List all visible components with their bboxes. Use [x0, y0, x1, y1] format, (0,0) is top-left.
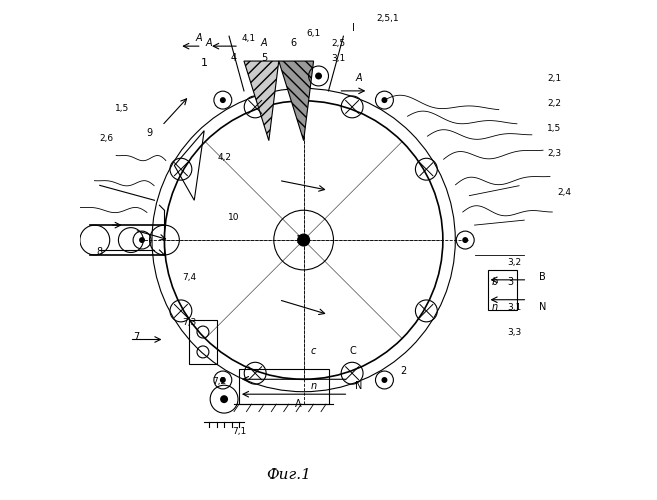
- Text: 2: 2: [400, 366, 406, 376]
- Text: 4: 4: [231, 53, 237, 63]
- Text: 1,5: 1,5: [547, 124, 562, 132]
- Text: b: b: [491, 277, 497, 287]
- Text: C: C: [350, 346, 357, 356]
- Text: 6,1: 6,1: [306, 29, 321, 38]
- Bar: [487, 270, 518, 310]
- Circle shape: [298, 234, 309, 246]
- Text: A: A: [261, 38, 267, 48]
- Text: c: c: [311, 346, 316, 356]
- Text: n: n: [491, 302, 497, 312]
- Text: 2,4: 2,4: [557, 188, 571, 198]
- Circle shape: [315, 72, 322, 80]
- Circle shape: [220, 377, 226, 383]
- Text: A: A: [206, 38, 212, 48]
- Text: 3: 3: [507, 277, 514, 287]
- Text: 2,5: 2,5: [331, 39, 346, 48]
- Text: N: N: [355, 381, 362, 391]
- Text: 7,3: 7,3: [182, 318, 196, 326]
- Circle shape: [463, 237, 468, 243]
- Circle shape: [220, 97, 226, 103]
- Text: A: A: [196, 33, 202, 43]
- Text: n: n: [311, 381, 317, 391]
- Text: 3,2: 3,2: [507, 258, 522, 267]
- Text: B: B: [539, 272, 546, 282]
- Text: 2,3: 2,3: [547, 148, 561, 158]
- Text: 2,2: 2,2: [547, 99, 561, 108]
- Text: 2,6: 2,6: [100, 134, 114, 142]
- Text: 2,5,1: 2,5,1: [377, 14, 399, 24]
- Text: 2,1: 2,1: [547, 74, 561, 83]
- Bar: [239, 370, 328, 404]
- Text: 1A: 1A: [296, 235, 311, 245]
- Text: 9: 9: [147, 128, 152, 138]
- Text: 5: 5: [261, 53, 267, 63]
- Text: 8: 8: [97, 247, 103, 257]
- Text: N: N: [539, 302, 546, 312]
- Text: 4,2: 4,2: [217, 154, 231, 162]
- Text: A: A: [355, 73, 361, 83]
- Circle shape: [139, 237, 145, 243]
- Polygon shape: [244, 61, 279, 140]
- Text: 6: 6: [290, 38, 297, 48]
- Text: 3,1: 3,1: [507, 302, 522, 312]
- Text: Фиг.1: Фиг.1: [266, 468, 311, 481]
- Text: 4,1: 4,1: [242, 34, 256, 43]
- Text: 3,3: 3,3: [507, 328, 522, 336]
- Text: 3,1: 3,1: [331, 54, 346, 63]
- Text: 10: 10: [228, 213, 240, 222]
- Text: 1: 1: [200, 58, 208, 68]
- Bar: [189, 320, 217, 364]
- Text: 7,4: 7,4: [182, 273, 196, 282]
- Text: 7: 7: [133, 332, 139, 342]
- Circle shape: [220, 395, 228, 403]
- Text: I: I: [352, 23, 355, 33]
- Text: 7,2: 7,2: [212, 377, 226, 386]
- Polygon shape: [279, 61, 313, 140]
- Text: A: A: [296, 398, 302, 408]
- Circle shape: [382, 97, 388, 103]
- Text: 1,5: 1,5: [115, 104, 129, 113]
- Circle shape: [382, 377, 388, 383]
- Text: 7,1: 7,1: [232, 427, 246, 436]
